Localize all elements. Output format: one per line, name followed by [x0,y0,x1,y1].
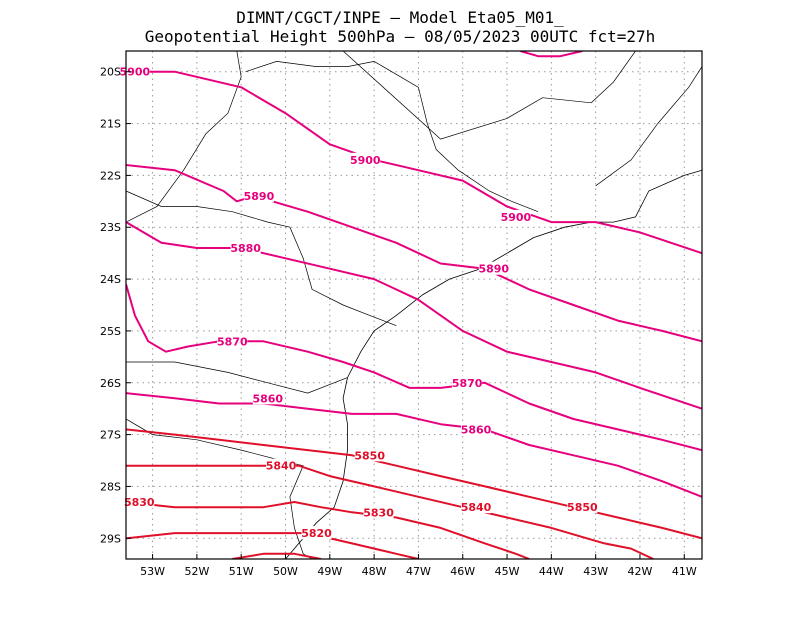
x-tick-label: 43W [583,565,608,578]
contour-5870 [126,284,702,452]
contour-label: 5830 [124,496,155,509]
contour-label: 5870 [452,377,483,390]
x-tick-label: 51W [229,565,254,578]
state-border-line [126,190,397,327]
contour-label: 5830 [363,506,394,519]
map-title-line-1: DIMNT/CGCT/INPE – Model Eta05_M01_ [236,8,564,27]
contour-label: 5900 [501,211,532,224]
height-contours [126,51,702,559]
x-tick-label: 49W [317,565,342,578]
contour-label-bg [266,458,297,472]
state-border-line [595,66,702,187]
y-tick-label: 20S [100,66,121,79]
x-tick-label: 47W [406,565,431,578]
y-tick-label: 23S [100,221,121,234]
lat-lon-grid [126,51,702,559]
contour-5830 [126,501,530,559]
coastline [285,169,702,559]
x-tick-label: 50W [273,565,298,578]
contour-label-bg [252,391,283,405]
state-border-line [126,51,242,223]
contour-label-bg [350,152,381,166]
contour-label-bg [301,526,332,540]
x-tick-label: 52W [184,565,209,578]
contour-5810 [232,552,322,559]
state-border-line [342,51,636,140]
contour-5840 [126,464,654,559]
contour-label: 5890 [478,263,509,276]
y-tick-label: 28S [100,480,121,493]
contour-label-bg [461,500,492,514]
contour-label-bg [230,240,261,254]
x-tick-label: 48W [362,565,387,578]
longitude-ticks: 53W 52W 51W 50W 49W 48W 47W 46W 45W 44W 43W 42W 41W [140,554,697,578]
contour-label-bg [567,500,598,514]
contour-label-bg [124,494,155,508]
x-tick-label: 53W [140,565,165,578]
contour-label: 5870 [217,335,248,348]
contour-label-bg [217,334,248,348]
latitude-ticks: 20S 21S 22S 23S 24S 25S 26S 27S 28S 29S [100,66,131,545]
contour-5900 [126,70,702,255]
y-tick-label: 22S [100,169,121,182]
contour-label: 5900 [350,154,381,167]
contour-label: 5840 [461,501,492,514]
contour-label-bg [461,422,492,436]
x-tick-label: 41W [672,565,697,578]
state-border-line [126,361,348,394]
y-tick-label: 29S [100,532,121,545]
contour-label: 5860 [252,392,283,405]
x-tick-label: 46W [450,565,475,578]
contour-5890 [126,164,702,343]
contour-label: 5890 [244,190,275,203]
contour-label-bg [354,448,385,462]
x-tick-label: 42W [628,565,653,578]
y-tick-label: 26S [100,377,121,390]
contour-label-bg [119,64,150,78]
contour-labels: 5900 5900 5900 5890 5890 5880 5870 5870 5860 5860… [119,64,598,540]
map-title-line-2: Geopotential Height 500hPa – 08/05/2023 … [144,27,656,46]
state-borders [126,51,702,559]
contour-label: 5840 [266,460,297,473]
y-tick-label: 21S [100,118,121,131]
contour-5850 [126,428,702,540]
contour-label: 5860 [461,423,492,436]
state-border-line [245,61,539,213]
x-tick-label: 45W [495,565,520,578]
contour-label: 5880 [230,242,261,255]
contour-label-bg [243,189,274,203]
contour-label: 5850 [567,501,598,514]
contour-5910 [520,51,583,58]
map-frame [125,50,703,560]
contour-label: 5900 [120,66,151,79]
x-tick-label: 44W [539,565,564,578]
y-tick-label: 25S [100,325,121,338]
contour-label-bg [363,505,394,519]
contour-5860 [126,392,702,498]
contour-label: 5820 [301,527,332,540]
contour-label-bg [452,375,483,389]
contour-label: 5850 [354,449,385,462]
contour-label-bg [478,261,509,275]
contour-5820 [126,532,419,559]
y-tick-label: 24S [100,273,121,286]
contour-5880 [126,221,702,410]
contour-label-bg [500,209,531,223]
y-tick-label: 27S [100,429,121,442]
